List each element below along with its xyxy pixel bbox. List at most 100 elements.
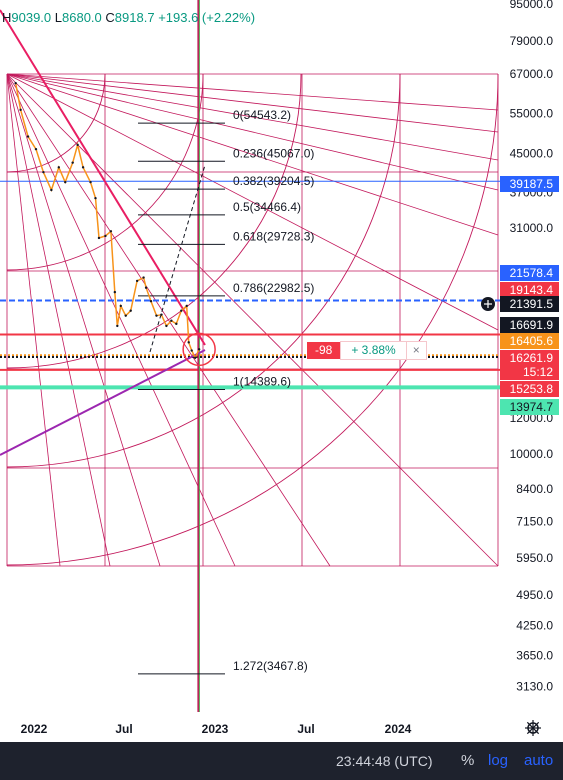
price-point-0-18 bbox=[119, 304, 122, 308]
price-point-0-4 bbox=[42, 170, 45, 174]
x-axis-tick-1: Jul bbox=[115, 722, 132, 736]
price-badge-bg-6 bbox=[500, 350, 559, 366]
price-badge-6: 16261.9 bbox=[510, 351, 554, 365]
x-axis-tick-0: 2022 bbox=[21, 722, 48, 736]
gann-fan-ray-10 bbox=[6, 73, 499, 133]
price-point-0-24 bbox=[149, 300, 153, 303]
y-axis-tick-6: 31000.0 bbox=[510, 221, 554, 235]
position-pnl: + 3.88% bbox=[340, 341, 407, 360]
price-point-0-35 bbox=[197, 348, 201, 351]
price-badge-9: 13974.7 bbox=[510, 400, 554, 414]
price-point-0-15 bbox=[109, 230, 113, 233]
gann-fan-ray-1 bbox=[6, 73, 499, 161]
price-point-0-1 bbox=[19, 108, 22, 112]
gann-fan-ray-9 bbox=[6, 73, 61, 567]
price-badge-bg-5 bbox=[500, 333, 559, 349]
fib-level-label-7: 1.272(3467.8) bbox=[233, 659, 308, 673]
price-point-0-32 bbox=[187, 341, 190, 344]
price-point-0-19 bbox=[124, 314, 127, 317]
gann-fan-ray-11 bbox=[6, 73, 499, 191]
percent-scale-button[interactable]: % bbox=[461, 752, 475, 769]
price-badge-bg-3 bbox=[500, 296, 559, 312]
price-badge-3: 21391.5 bbox=[510, 297, 554, 311]
price-badge-1: 21578.4 bbox=[510, 266, 554, 280]
y-axis-tick-12: 4950.0 bbox=[516, 588, 553, 602]
chart-area[interactable]: 0(54543.2) 0.236(45067.0) 0.382(39204.5) 0.… bbox=[0, 0, 563, 742]
y-axis-tick-14: 3650.0 bbox=[516, 649, 553, 663]
price-badge-0: 39187.5 bbox=[510, 177, 554, 191]
price-point-0-27 bbox=[165, 324, 168, 328]
price-point-0-30 bbox=[180, 309, 183, 312]
y-axis-tick-8: 10000.0 bbox=[510, 447, 554, 461]
y-axis-tick-0: 95000.0 bbox=[510, 0, 554, 11]
projection-dashed-line bbox=[149, 164, 206, 353]
fib-level-label-2: 0.382(39204.5) bbox=[233, 174, 314, 188]
y-axis-tick-15: 3130.0 bbox=[516, 679, 553, 693]
price-point-0-16 bbox=[113, 290, 117, 294]
price-badge-4: 16691.9 bbox=[510, 318, 554, 332]
price-point-0-2 bbox=[26, 135, 30, 138]
price-badge-bg-2 bbox=[500, 282, 559, 298]
price-badge-7: 15:12 bbox=[523, 365, 553, 379]
gann-fan-ray-7 bbox=[6, 73, 161, 567]
ohlc-legend: H9039.0 L8680.0 C8918.7 +193.6 (+2.22%) bbox=[2, 10, 255, 25]
y-axis-tick-13: 4250.0 bbox=[516, 618, 553, 632]
price-chart[interactable]: 0(54543.2) 0.236(45067.0) 0.382(39204.5) 0.… bbox=[0, 0, 563, 742]
price-badge-bg-0 bbox=[500, 176, 559, 192]
fib-level-label-1: 0.236(45067.0) bbox=[233, 146, 314, 160]
price-point-0-10 bbox=[81, 166, 85, 169]
ohlc-close-label: C bbox=[105, 10, 115, 25]
y-axis-tick-1: 79000.0 bbox=[510, 34, 554, 48]
price-point-0-0 bbox=[14, 81, 17, 85]
y-axis-tick-11: 5950.0 bbox=[516, 551, 553, 565]
ohlc-close-value: 8918.7 bbox=[114, 10, 155, 25]
price-badge-bg-9 bbox=[500, 399, 559, 415]
ohlc-change: +193.6 (+2.22%) bbox=[158, 10, 256, 25]
ohlc-high-label: H bbox=[2, 10, 12, 25]
gann-fan-ray-6 bbox=[6, 73, 236, 567]
fib-level-label-4: 0.618(29728.3) bbox=[233, 229, 314, 243]
ohlc-high-value: 9039.0 bbox=[11, 10, 52, 25]
price-badge-bg-1 bbox=[500, 265, 559, 281]
fib-level-label-6: 1(14389.6) bbox=[233, 374, 291, 388]
price-point-0-28 bbox=[170, 319, 173, 322]
fib-level-label-5: 0.786(22982.5) bbox=[233, 281, 314, 295]
price-point-0-8 bbox=[71, 161, 74, 164]
price-point-0-9 bbox=[76, 143, 79, 147]
price-point-0-11 bbox=[89, 180, 92, 184]
auto-scale-button[interactable]: auto bbox=[524, 752, 554, 769]
price-point-0-22 bbox=[142, 276, 145, 279]
x-axis-tick-4: 2024 bbox=[385, 722, 412, 736]
price-point-0-20 bbox=[129, 309, 132, 312]
price-point-0-31 bbox=[185, 304, 188, 308]
price-point-0-7 bbox=[64, 180, 67, 184]
price-point-0-29 bbox=[175, 322, 178, 326]
position-indicator[interactable]: -98 + 3.88% × bbox=[307, 341, 427, 360]
gann-fan-ray-0 bbox=[6, 73, 499, 111]
bottom-toolbar: 23:44:48 (UTC) % log auto bbox=[0, 742, 563, 780]
gann-fan-ray-8 bbox=[6, 73, 111, 567]
price-badge-8: 15253.8 bbox=[510, 382, 554, 396]
x-axis-tick-2: 2023 bbox=[202, 722, 229, 736]
log-scale-button[interactable]: log bbox=[488, 752, 509, 769]
price-badge-bg-7 bbox=[500, 364, 559, 380]
price-point-0-13 bbox=[97, 236, 101, 240]
support-trendline bbox=[0, 349, 206, 456]
price-point-0-17 bbox=[116, 324, 119, 328]
price-point-0-23 bbox=[144, 286, 148, 289]
x-axis-tick-3: Jul bbox=[297, 722, 314, 736]
gann-fan-ray-3 bbox=[6, 73, 499, 331]
y-axis-tick-10: 7150.0 bbox=[516, 514, 553, 528]
utc-clock[interactable]: 23:44:48 (UTC) bbox=[336, 753, 433, 769]
fib-level-label-3: 0.5(34466.4) bbox=[233, 200, 301, 214]
price-highlight-circle bbox=[182, 332, 216, 367]
position-quantity[interactable]: -98 bbox=[307, 342, 341, 359]
price-point-0-21 bbox=[135, 279, 139, 283]
fib-level-label-0: 0(54543.2) bbox=[233, 108, 291, 122]
close-position-icon[interactable]: × bbox=[406, 341, 427, 360]
price-point-0-3 bbox=[34, 147, 38, 151]
y-axis-tick-9: 8400.0 bbox=[516, 482, 553, 496]
price-point-0-26 bbox=[160, 313, 163, 316]
price-point-0-6 bbox=[57, 166, 60, 169]
gann-fan-ray-5 bbox=[6, 73, 331, 567]
